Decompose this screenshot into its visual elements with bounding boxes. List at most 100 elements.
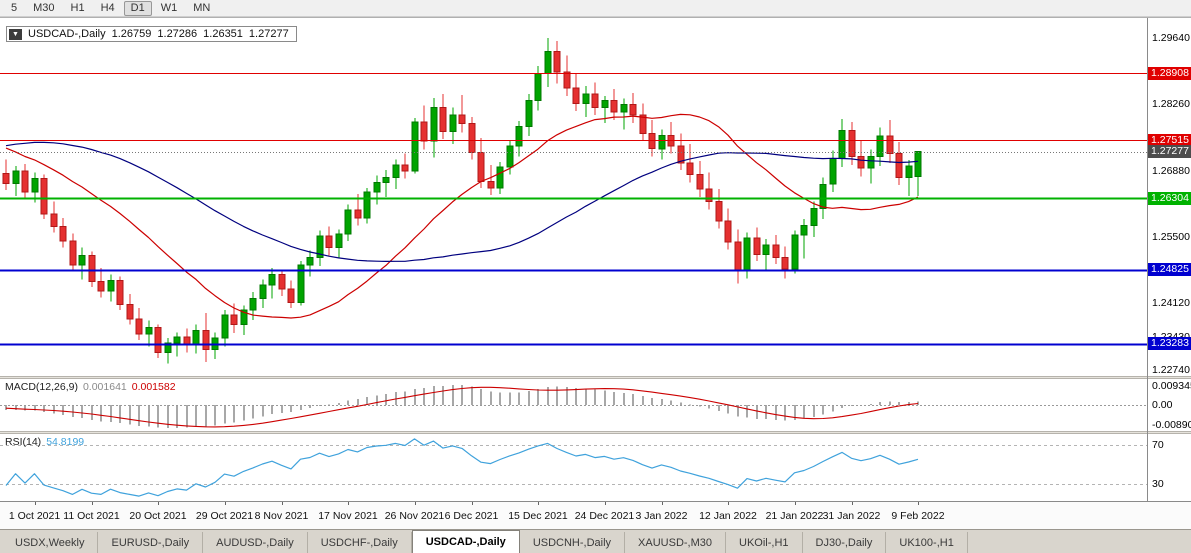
candle-body <box>439 106 447 132</box>
candle-body <box>753 237 761 255</box>
chart-tab-ukoil-h1[interactable]: UKOil-,H1 <box>726 532 803 553</box>
date-label: 20 Oct 2021 <box>129 510 187 522</box>
chart-symbol-label: USDCAD-,Daily <box>28 28 106 40</box>
candle-body <box>914 151 922 178</box>
timeframe-button-h4[interactable]: H4 <box>100 2 115 14</box>
price-chart-canvas[interactable] <box>0 18 1147 376</box>
chart-tab-usdx-weekly[interactable]: USDX,Weekly <box>2 532 99 553</box>
rsi-indicator-canvas[interactable] <box>0 434 1147 501</box>
chart-window[interactable]: ▼ USDCAD-,Daily 1.26759 1.27286 1.26351 … <box>0 17 1191 530</box>
chart-tab-dj30-daily[interactable]: DJ30-,Daily <box>803 532 887 553</box>
timeframe-button-5[interactable]: 5 <box>11 2 18 14</box>
candle-body <box>392 164 400 178</box>
date-label: 1 Oct 2021 <box>8 510 61 522</box>
candle-body <box>325 235 333 249</box>
chart-tab-usdchf-daily[interactable]: USDCHF-,Daily <box>308 532 412 553</box>
candle-body <box>373 181 381 193</box>
macd-bar <box>53 405 55 414</box>
candle-body <box>610 100 618 113</box>
timeframe-button-w1[interactable]: W1 <box>160 2 178 14</box>
date-label: 31 Jan 2022 <box>822 510 881 522</box>
macd-bar <box>385 393 387 405</box>
rsi-scale[interactable]: 70 30 <box>1148 434 1191 501</box>
macd-bar <box>518 392 520 405</box>
date-label: 8 Nov 2021 <box>254 510 309 522</box>
rsi-indicator-label: RSI(14) 54.8199 <box>5 436 84 448</box>
macd-bar <box>784 405 786 421</box>
timeframe-button-m30[interactable]: M30 <box>33 2 55 14</box>
macd-bar <box>205 405 207 427</box>
candle-body <box>126 303 134 320</box>
macd-bar <box>670 400 672 405</box>
macd-bar <box>433 386 435 405</box>
macd-bar <box>347 400 349 405</box>
candle-body <box>354 209 362 219</box>
macd-bar <box>309 405 311 409</box>
chart-tab-audusd-daily[interactable]: AUDUSD-,Daily <box>203 532 308 553</box>
time-tick-mark <box>918 502 919 505</box>
candle-body <box>781 256 789 270</box>
timeframe-button-d1[interactable]: D1 <box>123 0 152 16</box>
macd-indicator-label: MACD(12,26,9) 0.001641 0.001582 <box>5 381 176 393</box>
timeframe-button-h1[interactable]: H1 <box>70 2 85 14</box>
time-axis[interactable]: 1 Oct 2021 11 Oct 2021 20 Oct 2021 29 Oct 2… <box>0 501 1191 530</box>
pane-divider[interactable] <box>0 376 1191 379</box>
macd-bar <box>271 405 273 415</box>
macd-name: MACD(12,26,9) <box>5 381 78 393</box>
candle-body <box>810 207 818 227</box>
timeframe-button-mn[interactable]: MN <box>193 2 211 14</box>
candle-body <box>259 284 267 300</box>
candle-body <box>116 279 124 305</box>
macd-bar <box>794 405 796 420</box>
macd-scale-label: -0.008905 <box>1152 419 1191 431</box>
macd-indicator-canvas[interactable] <box>0 379 1147 431</box>
candle-body <box>306 256 314 266</box>
date-label: 15 Dec 2021 <box>508 510 568 522</box>
candle-body <box>240 309 248 326</box>
price-scale[interactable]: 1.296401.282601.268801.255001.241201.234… <box>1148 18 1191 376</box>
price-level-badge: 1.28908 <box>1148 66 1191 80</box>
macd-bar <box>898 402 900 405</box>
chart-tab-xauusd-m30[interactable]: XAUUSD-,M30 <box>625 532 727 553</box>
candle-body <box>724 220 732 243</box>
candle-body <box>420 121 428 142</box>
time-tick-mark <box>605 502 606 505</box>
candle-body <box>50 213 58 228</box>
macd-bar <box>252 405 254 419</box>
chart-tab-eurusd-daily[interactable]: EURUSD-,Daily <box>98 532 204 553</box>
candle-body <box>401 164 409 172</box>
price-scale-label: 1.24120 <box>1152 297 1190 310</box>
candle-body <box>496 166 504 189</box>
rsi-line <box>5 438 919 497</box>
macd-scale[interactable]: 0.009345 0.00 -0.008905 <box>1148 379 1191 431</box>
time-tick-mark <box>795 502 796 505</box>
pane-divider[interactable] <box>0 431 1191 434</box>
candle-body <box>705 188 713 203</box>
macd-bar <box>62 405 64 415</box>
candle-body <box>78 254 86 266</box>
price-scale-label: 1.29640 <box>1152 32 1190 45</box>
time-tick-mark <box>472 502 473 505</box>
macd-bar <box>775 405 777 420</box>
price-scale-label: 1.25500 <box>1152 231 1190 244</box>
macd-bar <box>509 392 511 405</box>
macd-bar <box>243 405 245 421</box>
candle-body <box>762 244 770 255</box>
chart-tab-uk100-h1[interactable]: UK100-,H1 <box>886 532 968 553</box>
macd-bar <box>822 405 824 415</box>
scale-separator-line <box>1147 18 1148 501</box>
candle-body <box>506 145 514 168</box>
chart-dropdown-icon[interactable]: ▼ <box>9 28 22 40</box>
time-tick-mark <box>158 502 159 505</box>
candle-body <box>287 288 295 303</box>
macd-bar <box>613 391 615 405</box>
candle-body <box>487 180 495 189</box>
price-scale-label: 1.28260 <box>1152 98 1190 111</box>
candlesticks <box>2 38 922 364</box>
macd-value: 0.001641 <box>82 381 127 393</box>
candle-body <box>297 264 305 303</box>
candle-body <box>268 274 276 286</box>
chart-tab-usdcad-daily[interactable]: USDCAD-,Daily <box>411 530 520 553</box>
chart-tab-usdcnh-daily[interactable]: USDCNH-,Daily <box>520 532 626 553</box>
